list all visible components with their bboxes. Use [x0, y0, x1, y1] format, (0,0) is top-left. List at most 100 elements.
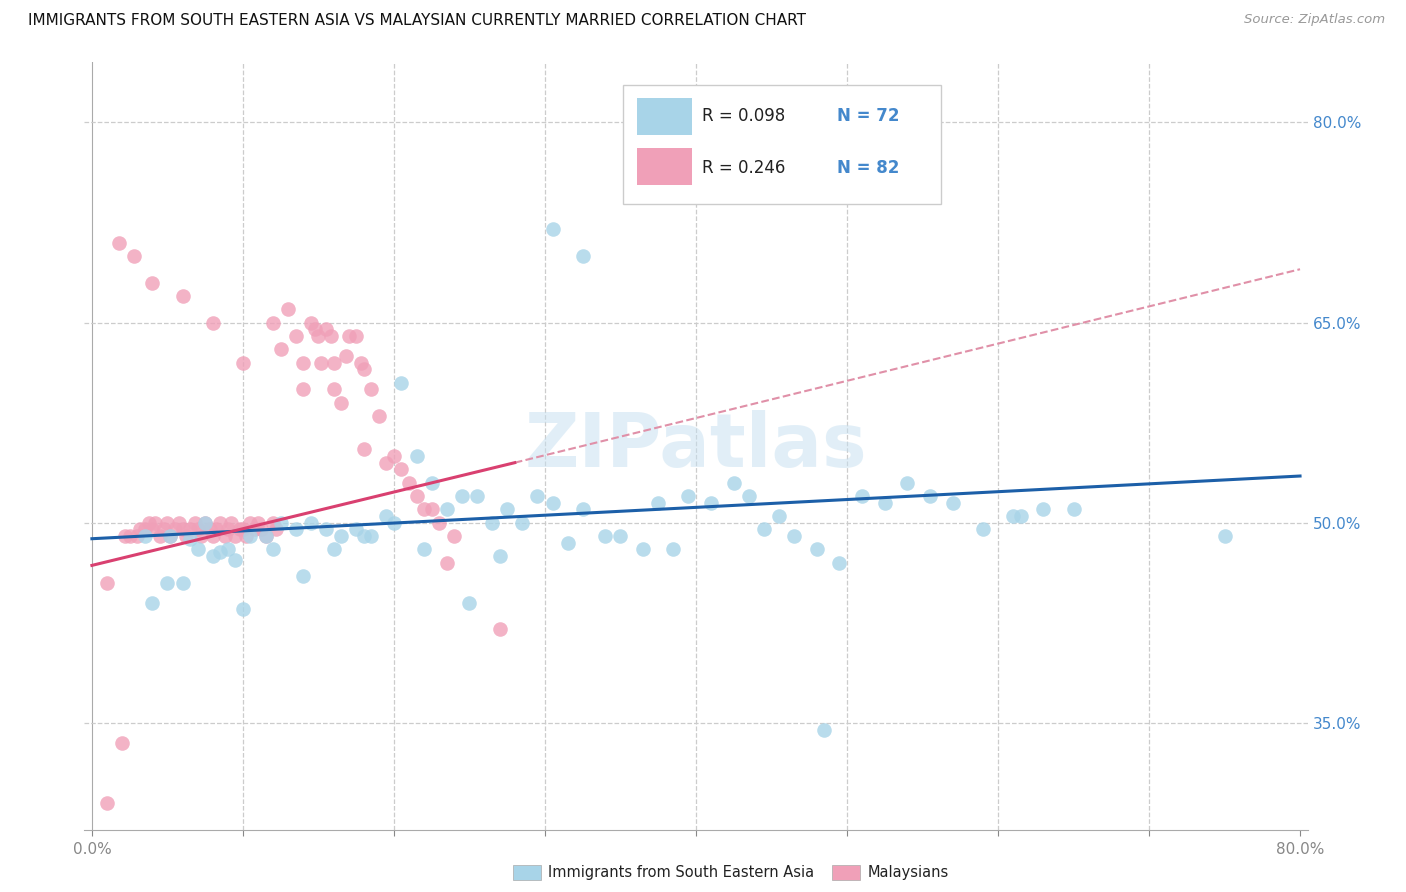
Point: [156, 516, 179, 530]
Point: [262, 516, 284, 530]
Point: [398, 475, 420, 490]
Point: [322, 542, 344, 557]
Point: [179, 532, 201, 546]
Point: [122, 249, 145, 263]
Bar: [637, 148, 692, 186]
Point: [353, 362, 375, 376]
Point: [292, 569, 315, 583]
Point: [768, 509, 790, 524]
Point: [262, 542, 284, 557]
Point: [541, 222, 564, 236]
Point: [828, 556, 851, 570]
Point: [311, 356, 333, 370]
Text: N = 72: N = 72: [837, 107, 900, 125]
Point: [111, 736, 134, 750]
Point: [183, 516, 205, 530]
Point: [350, 356, 373, 370]
Point: [496, 502, 519, 516]
Point: [292, 356, 315, 370]
Point: [481, 516, 503, 530]
Point: [284, 329, 307, 343]
Text: IMMIGRANTS FROM SOUTH EASTERN ASIA VS MALAYSIAN CURRENTLY MARRIED CORRELATION CH: IMMIGRANTS FROM SOUTH EASTERN ASIA VS MA…: [28, 13, 806, 29]
Text: Malaysians: Malaysians: [868, 865, 949, 880]
Point: [190, 529, 212, 543]
Point: [169, 516, 191, 530]
Point: [557, 535, 579, 549]
Point: [270, 516, 292, 530]
Point: [198, 522, 221, 536]
Point: [1032, 502, 1054, 516]
Point: [367, 409, 389, 423]
Point: [488, 549, 510, 563]
Point: [436, 556, 458, 570]
Text: Immigrants from South Eastern Asia: Immigrants from South Eastern Asia: [548, 865, 814, 880]
Point: [526, 489, 548, 503]
Point: [488, 623, 510, 637]
Point: [292, 382, 315, 396]
Point: [96, 796, 118, 810]
Point: [254, 529, 277, 543]
Point: [239, 516, 262, 530]
Point: [243, 522, 266, 536]
Point: [179, 522, 201, 536]
Point: [436, 502, 458, 516]
Point: [1002, 509, 1025, 524]
Point: [465, 489, 488, 503]
Point: [214, 529, 236, 543]
Point: [510, 516, 533, 530]
Point: [405, 449, 427, 463]
Point: [315, 322, 337, 336]
Point: [451, 489, 474, 503]
Point: [307, 329, 329, 343]
Point: [141, 522, 163, 536]
Point: [330, 395, 353, 409]
Point: [141, 596, 163, 610]
Point: [631, 542, 654, 557]
Point: [194, 516, 217, 530]
Point: [204, 522, 226, 536]
Point: [360, 382, 382, 396]
Point: [174, 529, 197, 543]
Point: [375, 456, 398, 470]
Point: [219, 516, 242, 530]
Point: [262, 316, 284, 330]
Point: [299, 316, 322, 330]
Point: [277, 302, 299, 317]
Point: [235, 529, 257, 543]
Point: [344, 329, 367, 343]
Point: [595, 529, 617, 543]
Point: [918, 489, 941, 503]
Point: [413, 542, 436, 557]
Point: [187, 542, 209, 557]
Point: [427, 516, 450, 530]
Point: [700, 496, 723, 510]
Point: [153, 522, 176, 536]
Point: [118, 529, 141, 543]
Point: [172, 522, 194, 536]
Point: [420, 475, 443, 490]
Point: [141, 276, 163, 290]
Point: [108, 235, 131, 250]
Point: [159, 529, 181, 543]
Point: [571, 249, 593, 263]
Point: [187, 522, 209, 536]
Point: [254, 529, 277, 543]
Point: [201, 316, 224, 330]
Point: [413, 502, 436, 516]
Point: [194, 516, 217, 530]
Point: [304, 322, 326, 336]
Point: [138, 516, 160, 530]
Point: [163, 522, 186, 536]
Point: [344, 522, 367, 536]
Point: [783, 529, 806, 543]
FancyBboxPatch shape: [623, 86, 941, 204]
Point: [322, 356, 344, 370]
Point: [405, 489, 427, 503]
Point: [851, 489, 873, 503]
Point: [224, 529, 246, 543]
Point: [209, 545, 232, 559]
Point: [201, 529, 224, 543]
Point: [159, 529, 181, 543]
Point: [172, 575, 194, 590]
Point: [127, 529, 149, 543]
